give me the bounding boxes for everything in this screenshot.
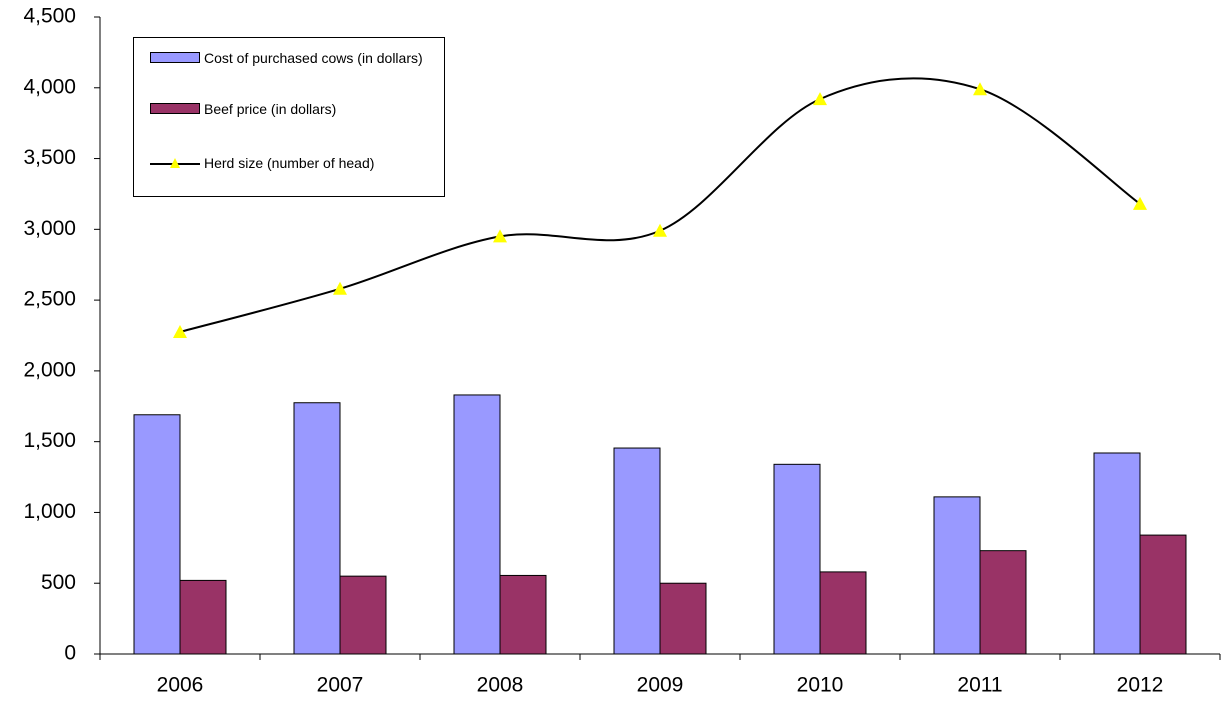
legend-label: Cost of purchased cows (in dollars): [204, 50, 423, 66]
legend-label: Beef price (in dollars): [204, 101, 337, 117]
bar: [133, 414, 181, 655]
legend: Cost of purchased cows (in dollars) Beef …: [133, 37, 445, 197]
x-tick-label: 2011: [957, 674, 1002, 697]
x-tick-label: 2009: [637, 674, 684, 697]
y-tick-label: 3,000: [23, 217, 76, 240]
bar: [1139, 534, 1187, 655]
bar: [1093, 452, 1141, 655]
x-tick-label: 2008: [477, 674, 524, 697]
bar: [979, 550, 1027, 655]
y-tick-label: 1,500: [23, 429, 76, 452]
y-tick-label: 1,000: [23, 500, 76, 523]
marker: [493, 229, 507, 243]
bar: [773, 463, 821, 655]
bar: [613, 447, 661, 655]
marker: [173, 324, 187, 338]
bar: [819, 571, 867, 655]
x-tick-label: 2007: [317, 674, 364, 697]
bar: [293, 402, 341, 655]
x-tick-label: 2012: [1117, 674, 1164, 697]
y-tick-label: 4,000: [23, 75, 76, 98]
bar: [179, 579, 227, 655]
bar: [339, 575, 387, 655]
y-tick-label: 0: [64, 642, 76, 665]
y-tick-label: 2,500: [23, 288, 76, 311]
bar: [453, 394, 501, 655]
y-tick-label: 500: [41, 571, 76, 594]
marker: [1133, 196, 1147, 210]
legend-swatch: [150, 158, 200, 168]
y-tick-label: 3,500: [23, 146, 76, 169]
x-tick-label: 2010: [797, 674, 844, 697]
bar: [499, 574, 547, 655]
legend-swatch: [150, 103, 200, 114]
x-tick-label: 2006: [157, 674, 204, 697]
marker: [333, 281, 347, 295]
marker: [813, 92, 827, 106]
legend-marker: [170, 158, 180, 168]
y-tick-label: 2,000: [23, 358, 76, 381]
marker: [653, 223, 667, 237]
marker: [973, 82, 987, 96]
y-tick-label: 4,500: [23, 5, 76, 28]
legend-swatch: [150, 52, 200, 63]
bar: [933, 496, 981, 655]
legend-label: Herd size (number of head): [204, 155, 375, 171]
bar: [659, 582, 707, 655]
